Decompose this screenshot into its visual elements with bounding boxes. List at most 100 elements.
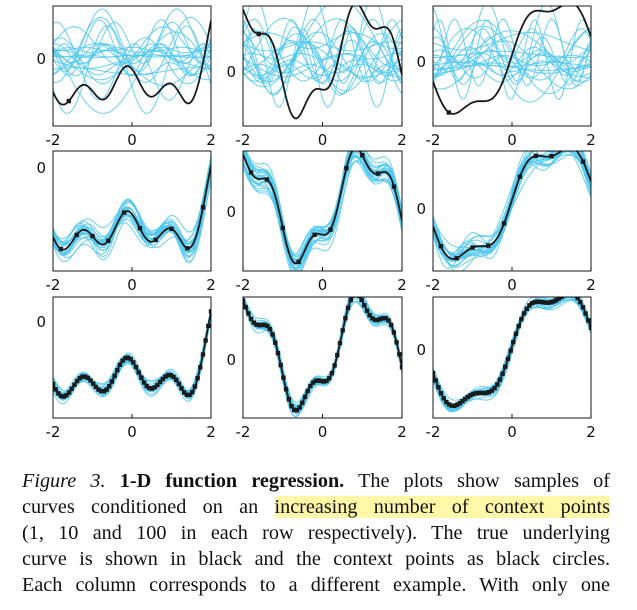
context-point <box>327 376 332 381</box>
context-point <box>470 245 475 250</box>
context-point <box>74 232 79 238</box>
context-point <box>372 317 378 323</box>
panel-r2c1: -2 0 2 0 <box>36 150 216 294</box>
sample-curves <box>243 151 402 271</box>
context-point <box>549 153 554 159</box>
context-point <box>257 323 262 328</box>
sample-curve <box>433 19 591 100</box>
context-point <box>58 246 64 252</box>
context-point <box>511 339 516 345</box>
context-point <box>56 391 61 396</box>
context-point <box>90 233 95 239</box>
context-point <box>296 259 301 265</box>
context-point <box>184 392 190 398</box>
context-point <box>454 255 459 261</box>
context-point <box>391 330 397 335</box>
context-point <box>359 297 364 303</box>
context-point <box>265 323 270 329</box>
context-point <box>462 396 468 402</box>
context-point <box>267 326 273 332</box>
context-point <box>375 171 381 176</box>
context-point <box>310 380 316 385</box>
sample-curve <box>433 19 591 95</box>
sample-curve <box>243 297 402 412</box>
figure-svg: -2 0 20-2 0 20-2 0 20-2 0 20-2 0 20-2 0 20-2 0 20-2 0 20… <box>36 5 596 441</box>
context-point <box>546 300 551 305</box>
true-curve <box>53 165 211 251</box>
sample-curve <box>433 154 591 267</box>
context-point <box>286 397 291 402</box>
panel-r3c1: -2 0 2 0 <box>36 296 216 441</box>
x-tick-label: 2 <box>397 131 407 149</box>
context-point <box>433 371 436 376</box>
sample-curve <box>433 27 591 63</box>
context-point <box>441 396 446 401</box>
context-point <box>248 170 254 175</box>
context-point <box>370 316 375 321</box>
context-point <box>139 375 144 380</box>
context-point <box>551 299 556 304</box>
context-point <box>476 390 481 396</box>
context-point <box>77 376 82 381</box>
context-point <box>324 378 329 384</box>
true-curve <box>243 6 402 120</box>
sample-curve <box>243 297 402 411</box>
context-point <box>532 299 537 305</box>
context-point <box>337 340 343 346</box>
x-tick-label: 0 <box>127 131 137 149</box>
y-tick-label: 0 <box>416 200 426 218</box>
y-tick-label: 0 <box>226 351 236 369</box>
sample-curve <box>243 18 402 74</box>
sample-curve <box>53 164 211 258</box>
caption-title: 1-D function regression. <box>119 470 345 492</box>
sample-curve <box>243 297 402 410</box>
context-point <box>120 358 125 363</box>
context-point <box>570 292 574 296</box>
sample-curve <box>433 50 591 58</box>
context-point <box>312 232 317 237</box>
context-point <box>446 402 452 407</box>
context-point <box>74 378 80 384</box>
context-point <box>300 400 305 405</box>
context-point <box>107 384 112 389</box>
sample-curve <box>433 64 591 71</box>
context-point <box>360 153 365 158</box>
panel-r1c2: -2 0 2 0 <box>226 5 407 149</box>
sample-curve <box>433 151 591 261</box>
sample-curve <box>243 297 402 413</box>
sample-curve <box>243 155 402 270</box>
context-point <box>82 374 88 379</box>
caption-line-3: (1, 10 and 100 in each row respectively)… <box>22 522 610 544</box>
sample-curve <box>433 32 591 51</box>
sample-curve <box>243 297 402 407</box>
sample-curve <box>53 61 211 76</box>
context-point <box>548 300 553 305</box>
context-point <box>501 221 507 226</box>
context-point <box>88 378 93 383</box>
context-point <box>176 381 182 387</box>
context-point <box>335 352 340 358</box>
figure-caption: Figure 3. 1-D function regression. The p… <box>22 468 610 598</box>
sample-curve <box>433 300 591 413</box>
sample-curve <box>243 297 402 414</box>
sample-curve <box>433 46 591 76</box>
sample-curves <box>243 6 402 120</box>
context-point <box>583 311 588 316</box>
sample-curve <box>433 52 591 73</box>
context-point <box>521 311 527 316</box>
context-point <box>367 313 372 318</box>
context-point <box>578 299 583 305</box>
context-point <box>153 237 158 243</box>
context-point <box>517 174 523 179</box>
panel-r1c1: -2 0 2 0 <box>36 5 216 149</box>
panel-r2c2: -2 0 2 0 <box>226 150 407 294</box>
context-point <box>580 305 586 310</box>
context-point <box>179 386 184 391</box>
panel-r2c3: -2 0 2 0 <box>416 150 596 294</box>
sample-curve <box>245 151 402 264</box>
sample-curve <box>243 32 402 50</box>
sample-curve <box>243 297 402 407</box>
sample-curve <box>53 43 211 65</box>
sample-curve <box>53 54 211 58</box>
context-point <box>243 298 246 303</box>
